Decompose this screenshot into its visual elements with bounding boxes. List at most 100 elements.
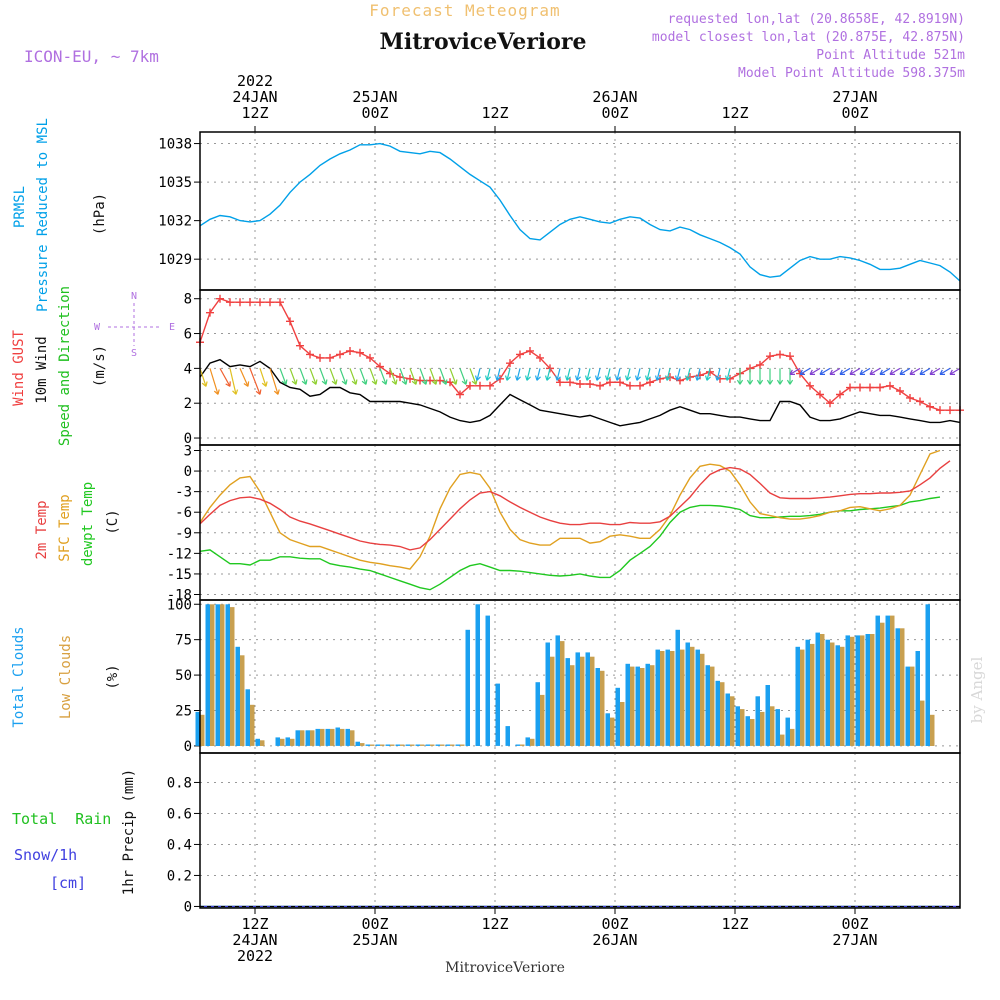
wind-arrow-head [674, 375, 681, 381]
temp-labels: 2m Temp SFC Temp dewpt Temp (C) [34, 482, 121, 566]
low-cloud-bar [680, 649, 685, 746]
low-cloud-bar [430, 744, 435, 746]
wind-arrow-head [504, 375, 511, 381]
total-cloud-bar [705, 665, 710, 746]
gust-point [806, 381, 814, 390]
wind-arrow-head [201, 381, 208, 387]
total-cloud-bar [485, 615, 490, 746]
total-cloud-bar [465, 629, 470, 746]
wind-arrow [566, 368, 571, 381]
wind-arrow-head [776, 379, 784, 385]
total-cloud-bar [195, 711, 200, 746]
wind-arrow-head [281, 379, 288, 385]
total-cloud-bar [925, 604, 930, 746]
pressure-panel: 1038 1035 1032 1029 [158, 131, 961, 291]
wind-arrow [536, 368, 541, 381]
gust-point [586, 380, 594, 389]
wind-arrow [706, 368, 711, 381]
wind-arrow [476, 368, 481, 381]
y-tick-label: -3 [175, 485, 192, 501]
wind-frame [199, 289, 961, 446]
total-cloud-bar [405, 744, 410, 746]
bottom-time-label: 26JAN [592, 931, 637, 949]
gust-point [936, 406, 944, 415]
precip-unit: 1hr Precip (mm) [121, 769, 137, 895]
y-tick-label: 50 [175, 668, 192, 684]
wind-arrow-head [431, 379, 438, 385]
total-cloud-bar [295, 730, 300, 746]
y-tick-label: -6 [175, 505, 192, 521]
total-cloud-bar [675, 629, 680, 746]
wind-arrow [229, 368, 237, 395]
wind-arrow-head [704, 375, 711, 381]
bottom-time-label: 12Z [241, 915, 268, 933]
low-cloud-bar [920, 700, 925, 746]
product-title: Forecast Meteogram [369, 1, 560, 20]
total-cloud-bar [345, 728, 350, 746]
total-cloud-bar [845, 635, 850, 746]
gust-point [436, 376, 444, 385]
low-cloud-bar [770, 706, 775, 746]
low-cloud-bar [210, 604, 215, 746]
wind-arrow [939, 367, 951, 375]
pressure-unit: (hPa) [92, 193, 108, 235]
low-cloud-bar [760, 711, 765, 746]
wind-arrow-head [819, 369, 826, 375]
gust-point [476, 381, 484, 390]
gust-point [886, 381, 894, 390]
wind-arrow-head [494, 375, 501, 381]
wind-unit: (m/s) [92, 345, 108, 387]
total-cloud-bar [575, 652, 580, 746]
gust-point [616, 378, 624, 387]
low-cloud-bar [930, 714, 935, 746]
wind-arrow [516, 368, 521, 381]
low-cloud-bar [690, 646, 695, 746]
prmsl-desc-label: Pressure Reduced to MSL [35, 118, 51, 312]
clouds-panel: 100 75 50 25 0 [167, 597, 961, 755]
top-time-label: 27JAN [832, 88, 877, 106]
wind-arrow-head [899, 369, 906, 375]
panels: 10381035103210298642030-3-6-9-12-15-1810… [158, 131, 964, 915]
wind-line [199, 358, 961, 427]
wind-arrow-head [859, 369, 866, 375]
wind-arrow [726, 368, 731, 381]
gust-point [786, 352, 794, 361]
wind-arrow-head [746, 379, 754, 385]
wind-arrow-head [421, 379, 428, 385]
top-time-label: 00Z [361, 104, 388, 122]
temp2m-label: 2m Temp [34, 500, 50, 559]
model-point-altitude: Model Point Altitude 598.375m [738, 66, 965, 81]
total-cloud-bar [625, 663, 630, 746]
total-cloud-bar [355, 741, 360, 746]
wind-arrow [439, 368, 447, 385]
total-cloud-bar [665, 649, 670, 746]
y-tick-label: 25 [175, 704, 192, 720]
gust-point [766, 352, 774, 361]
wind-arrow-head [451, 379, 458, 385]
low-cloud-bar [850, 636, 855, 746]
gust-point [526, 346, 534, 355]
low-cloud-bar [830, 642, 835, 746]
total-cloud-bar [235, 646, 240, 746]
total-cloud-bar [735, 706, 740, 746]
total-cloud-bar [715, 680, 720, 746]
total-clouds-label: Total Clouds [11, 626, 27, 727]
total-cloud-bar [255, 738, 260, 746]
gust-point [306, 350, 314, 359]
gust-point [276, 298, 284, 307]
total-cloud-bar [365, 744, 370, 746]
top-time-label: 2022 [237, 72, 273, 90]
total-cloud-bar [545, 642, 550, 746]
wind-arrow-head [594, 375, 601, 381]
wind-arrow-head [789, 369, 796, 375]
wind-arrow [839, 367, 851, 375]
wind-panel: 8 6 4 2 0 [184, 289, 964, 447]
top-time-label: 00Z [841, 104, 868, 122]
total-cloud-bar [375, 744, 380, 746]
low-cloud-bar [400, 744, 405, 746]
gust-point [756, 360, 764, 369]
low-cloud-bar [340, 728, 345, 746]
low-cloud-bar [910, 666, 915, 746]
wind-arrow [676, 368, 681, 381]
